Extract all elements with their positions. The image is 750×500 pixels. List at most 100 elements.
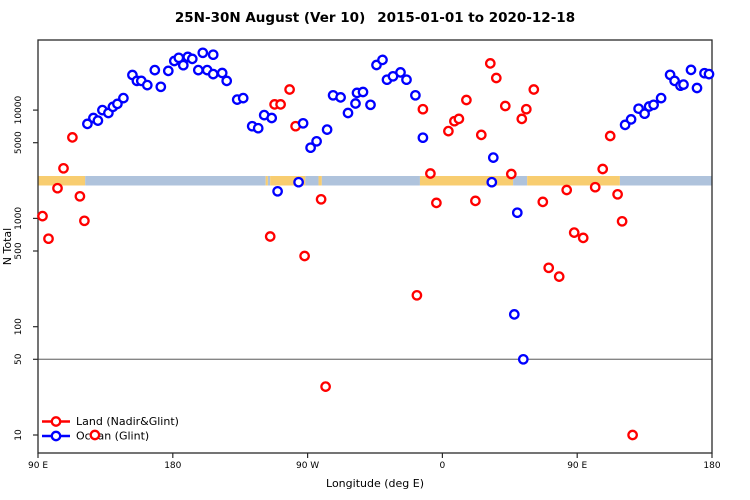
data-point-ocean bbox=[237, 92, 249, 104]
data-point-ocean bbox=[350, 98, 361, 109]
data-point-ocean bbox=[678, 79, 689, 90]
data-point-ocean bbox=[221, 75, 233, 87]
data-point-ocean bbox=[252, 122, 264, 134]
data-point-ocean bbox=[311, 135, 322, 147]
x-tick-label: 90 E bbox=[28, 461, 48, 471]
data-point-land bbox=[320, 381, 331, 392]
data-point-land bbox=[470, 195, 481, 207]
data-point-ocean bbox=[655, 92, 667, 104]
land-ocean-band-segment-land bbox=[270, 176, 306, 186]
x-tick-label: 90 E bbox=[567, 461, 587, 471]
y-tick-label: 100 bbox=[14, 318, 24, 335]
land-ocean-band-segment-land bbox=[527, 176, 620, 186]
y-tick-label: 500 bbox=[14, 242, 24, 259]
y-tick-label: 10000 bbox=[14, 96, 24, 125]
data-point-land bbox=[505, 168, 517, 180]
land-ocean-band-segment-ocean bbox=[85, 176, 266, 186]
legend-marker-icon bbox=[50, 416, 62, 427]
plot-border bbox=[37, 39, 713, 454]
land-ocean-band-segment-ocean bbox=[305, 176, 319, 186]
data-point-land bbox=[589, 181, 601, 193]
data-point-land bbox=[604, 130, 616, 142]
data-point-ocean bbox=[691, 82, 703, 94]
data-point-ocean bbox=[639, 108, 650, 120]
plot-title: 25N-30N August (Ver 10) 2015-01-01 to 202… bbox=[175, 10, 575, 26]
data-point-ocean bbox=[685, 64, 697, 76]
data-point-ocean bbox=[321, 124, 333, 135]
data-point-land bbox=[520, 103, 532, 115]
x-tick-label: 180 bbox=[164, 461, 181, 471]
data-point-land bbox=[264, 231, 276, 242]
data-point-land bbox=[425, 168, 436, 179]
data-point-land bbox=[561, 184, 573, 196]
data-point-land bbox=[453, 113, 465, 125]
data-point-ocean bbox=[395, 67, 406, 78]
data-point-ocean bbox=[517, 353, 529, 365]
data-point-ocean bbox=[417, 132, 429, 144]
data-point-land bbox=[553, 271, 565, 282]
data-point-ocean bbox=[118, 92, 129, 104]
data-point-ocean bbox=[335, 92, 346, 103]
data-point-ocean bbox=[305, 142, 316, 154]
data-point-land bbox=[79, 215, 90, 227]
land-ocean-band-segment-land bbox=[38, 176, 86, 186]
land-ocean-band-segment-ocean bbox=[321, 176, 420, 186]
data-point-land bbox=[516, 113, 528, 125]
land-ocean-band-segment-land bbox=[265, 176, 268, 186]
data-point-land bbox=[490, 72, 502, 84]
data-point-land bbox=[543, 262, 555, 274]
data-point-land bbox=[37, 210, 48, 222]
data-point-land bbox=[417, 103, 429, 115]
x-tick-label: 180 bbox=[703, 461, 720, 471]
x-axis-label: Longitude (deg E) bbox=[326, 477, 424, 490]
land-ocean-band-segment-ocean bbox=[513, 176, 528, 186]
data-point-ocean bbox=[511, 207, 523, 219]
data-point-ocean bbox=[625, 114, 637, 125]
data-point-ocean bbox=[155, 81, 167, 93]
data-point-land bbox=[612, 188, 623, 200]
data-point-ocean bbox=[401, 74, 412, 86]
legend-marker-icon bbox=[50, 430, 62, 442]
data-point-ocean bbox=[207, 49, 219, 61]
data-point-ocean bbox=[357, 86, 369, 98]
data-point-ocean bbox=[112, 98, 123, 110]
land-ocean-band-segment-ocean bbox=[267, 176, 271, 186]
data-point-land bbox=[315, 193, 327, 205]
data-point-land bbox=[67, 132, 78, 143]
data-point-ocean bbox=[293, 176, 304, 188]
data-point-ocean bbox=[508, 309, 520, 320]
data-point-land bbox=[431, 197, 442, 209]
data-point-ocean bbox=[487, 152, 499, 163]
data-point-ocean bbox=[486, 176, 498, 188]
data-point-land bbox=[443, 125, 454, 137]
data-point-ocean bbox=[197, 47, 209, 59]
data-point-land bbox=[499, 100, 511, 112]
x-tick-label: 90 W bbox=[296, 461, 319, 471]
data-point-ocean bbox=[162, 65, 174, 77]
data-point-land bbox=[484, 58, 496, 69]
data-point-ocean bbox=[177, 59, 189, 71]
data-point-land bbox=[597, 163, 609, 175]
data-point-ocean bbox=[192, 64, 204, 76]
data-point-ocean bbox=[272, 185, 283, 197]
data-point-ocean bbox=[266, 112, 278, 124]
data-point-land bbox=[537, 196, 549, 208]
land-ocean-band-segment-land bbox=[318, 176, 322, 186]
data-point-land bbox=[475, 129, 487, 141]
data-point-ocean bbox=[297, 117, 309, 129]
data-point-ocean bbox=[186, 53, 198, 65]
land-ocean-band-segment-land bbox=[419, 176, 514, 186]
data-point-ocean bbox=[365, 99, 376, 111]
data-point-land bbox=[528, 84, 540, 95]
land-ocean-band-segment-ocean bbox=[619, 176, 712, 186]
series-ocean bbox=[82, 47, 715, 365]
data-point-ocean bbox=[92, 115, 104, 126]
data-point-land bbox=[577, 232, 589, 244]
data-point-land bbox=[284, 84, 295, 95]
legend-label: Ocean (Glint) bbox=[76, 430, 149, 443]
legend-item-land: Land (Nadir&Glint) bbox=[42, 415, 179, 428]
x-tick-label: 0 bbox=[440, 461, 446, 471]
